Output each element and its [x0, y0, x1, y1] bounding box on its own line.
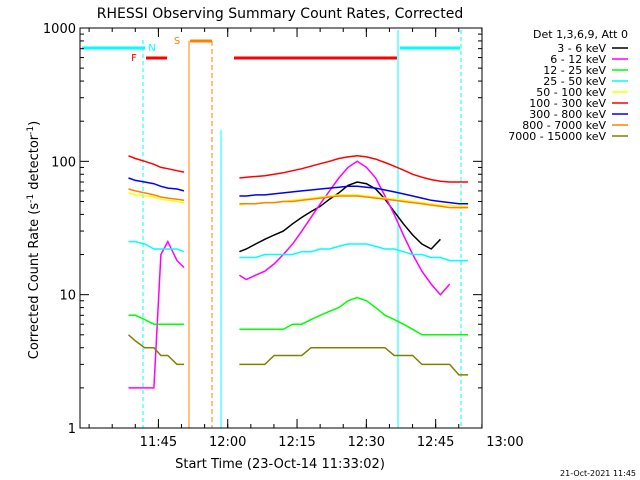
chart-title: RHESSI Observing Summary Count Rates, Co… — [97, 6, 463, 22]
y-tick-label: 1000 — [43, 22, 76, 37]
series-line-1 — [128, 160, 451, 389]
annotation-f: F — [131, 53, 137, 64]
y-tick-label: 10 — [59, 289, 76, 304]
legend-entry-label: 25 - 50 keV — [543, 75, 606, 88]
legend-title: Det 1,3,6,9, Att 0 — [533, 28, 628, 41]
x-tick-label: 12:45 — [417, 435, 454, 450]
y-tick-label: 1 — [68, 422, 76, 437]
series-line-0 — [239, 181, 441, 253]
legend-entry-label: 100 - 300 keV — [529, 97, 606, 110]
x-tick-label: 11:45 — [140, 435, 177, 450]
annotation-s: S — [174, 36, 180, 47]
observing-markers: FN S — [82, 30, 462, 428]
y-axis-label-end: ) — [27, 121, 42, 126]
x-tick-label: 12:00 — [209, 435, 246, 450]
x-tick-label: 12:15 — [278, 435, 315, 450]
y-axis-label-main: Corrected Count Rate (s — [27, 203, 42, 360]
series-layer — [128, 155, 469, 389]
legend-entry-label: 50 - 100 keV — [536, 86, 606, 99]
legend-entry-label: 3 - 6 keV — [557, 42, 606, 55]
y-axis-label-mid: detector — [27, 134, 42, 194]
legend-entry-label: 300 - 800 keV — [529, 108, 606, 121]
y-axis-label-exp2: -1 — [26, 126, 36, 135]
plot-frame — [79, 27, 483, 429]
series-line-5 — [128, 155, 469, 183]
axes: 1 10 100 1000 11:45 12:00 12:15 12:30 12:45 13:00 — [43, 22, 524, 450]
x-tick-label: 13:00 — [486, 435, 523, 450]
legend-entry-label: 12 - 25 keV — [543, 64, 606, 77]
y-axis-label: Corrected Count Rate (s-1 detector-1) — [26, 121, 42, 359]
series-line-7 — [128, 188, 469, 209]
legend-entry-label: 6 - 12 keV — [550, 53, 606, 66]
series-line-8 — [128, 334, 469, 376]
series-line-2 — [128, 296, 469, 336]
y-axis-label-exp: -1 — [26, 194, 36, 203]
y-tick-label: 100 — [51, 155, 76, 170]
legend-entry-label: 7000 - 15000 keV — [508, 130, 606, 143]
x-axis-label: Start Time (23-Oct-14 11:33:02) — [175, 457, 385, 472]
series-line-6 — [128, 177, 469, 205]
series-line-3 — [128, 240, 469, 262]
annotation-n: N — [148, 43, 155, 54]
footer-timestamp: 21-Oct-2021 11:45 — [560, 469, 636, 478]
legend-entry-label: 800 - 7000 keV — [522, 119, 606, 132]
x-tick-label: 12:30 — [348, 435, 385, 450]
